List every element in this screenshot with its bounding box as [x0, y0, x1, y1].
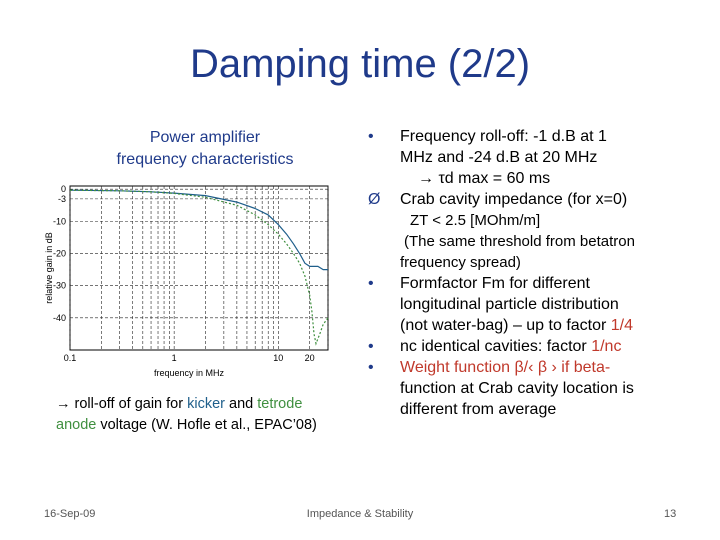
bullet-line: → τd max = 60 ms	[418, 170, 551, 187]
note-anode: anode	[56, 417, 97, 433]
bullet-line: (not water-bag) – up to factor 1/4	[358, 315, 703, 336]
series-line-2	[69, 189, 329, 346]
chart-caption-line: Power amplifier	[149, 129, 261, 146]
chart-caption-line: frequency characteristics	[116, 151, 294, 168]
plot-frame	[69, 185, 329, 351]
bullet-item: • Frequency roll-off: -1 d.B at 1	[358, 126, 703, 147]
bullet-text: Frequency roll-off: -1 d.B at 1	[400, 128, 607, 145]
footer-center: Impedance & Stability	[306, 508, 414, 520]
bullet-line: MHz and -24 d.B at 20 MHz	[400, 149, 598, 166]
chart-caption: Power amplifier frequency characteristic…	[90, 127, 320, 171]
bullet-text: Crab cavity impedance (for x=0)	[400, 191, 628, 208]
y-tick-label: -3	[58, 194, 66, 204]
bullet-item: • Weight function β/‹ β › if beta-	[358, 357, 703, 378]
bullet-line: function at Crab cavity location is	[400, 380, 634, 397]
note-rest: voltage (W. Hofle et al., EPAC’08)	[96, 417, 317, 433]
factor-quarter: 1/4	[610, 317, 634, 334]
bullet-glyph: •	[368, 128, 374, 145]
factor-nc: 1/nc	[591, 338, 622, 355]
bullet-line: (The same threshold from betatron	[404, 233, 635, 250]
slide-title: Damping time (2/2)	[189, 42, 531, 86]
bullet-list: • Frequency roll-off: -1 d.B at 1 MHz an…	[358, 126, 703, 420]
note-tetrode: tetrode	[257, 396, 303, 412]
y-tick-label: -10	[53, 216, 66, 226]
arrow-item: Ø Crab cavity impedance (for x=0)	[358, 189, 703, 210]
bullet-line: different from average	[400, 401, 557, 418]
zt-symbol: ZT	[410, 212, 429, 229]
bullet-glyph: •	[368, 338, 374, 355]
gain-chart-svg: 0-3 -10 -20 -30 -40 0.1 1 10 20 frequency in MHz r…	[44, 184, 329, 378]
x-axis-label: frequency in MHz	[154, 368, 225, 378]
x-tick-label: 0.1	[64, 353, 77, 363]
bullet-glyph: •	[368, 359, 374, 376]
y-tick-label: -40	[53, 313, 66, 323]
bullet-text: Formfactor Fm for different	[400, 275, 590, 292]
note-kicker: kicker	[187, 396, 225, 412]
arrow-bullet-icon: Ø	[368, 191, 381, 208]
bullet-item: • nc identical cavities: factor 1/nc	[358, 336, 703, 357]
note-and: and	[224, 396, 258, 412]
rolloff-note: → roll-off of gain for kicker and tetrod…	[56, 394, 356, 436]
x-tick-label: 1	[172, 353, 177, 363]
footer-date: 16-Sep-09	[44, 508, 96, 520]
bullet-text: nc identical cavities: factor	[400, 338, 592, 355]
x-tick-label: 10	[273, 353, 283, 363]
y-tick-label: -20	[53, 249, 66, 259]
note-prefix: → roll-off of gain for	[56, 396, 188, 412]
y-tick-label: 0	[61, 184, 66, 194]
y-axis-label: relative gain in dB	[44, 232, 54, 304]
bullet-glyph: •	[368, 275, 374, 292]
bullet-line: longitudinal particle distribution	[400, 296, 619, 313]
bullet-line: ZT < 2.5 [MOhm/m]	[358, 210, 703, 231]
y-tick-label: -30	[53, 281, 66, 291]
footer-page-number: 13	[664, 508, 677, 520]
zt-threshold: < 2.5 [MOhm/m]	[428, 212, 541, 229]
bullet-line: frequency spread)	[400, 254, 521, 271]
bullet-text: Weight function β/‹ β › if beta-	[400, 359, 611, 376]
gain-chart: 0 -3 -10 -20 -30 -40 0.1 1 10 20 frequency in MHz r…	[40, 178, 340, 383]
bullet-item: • Formfactor Fm for different	[358, 273, 703, 294]
series-line-1	[69, 189, 328, 271]
x-tick-label: 20	[305, 353, 315, 363]
bullet-text: (not water-bag) – up to factor	[400, 317, 611, 334]
